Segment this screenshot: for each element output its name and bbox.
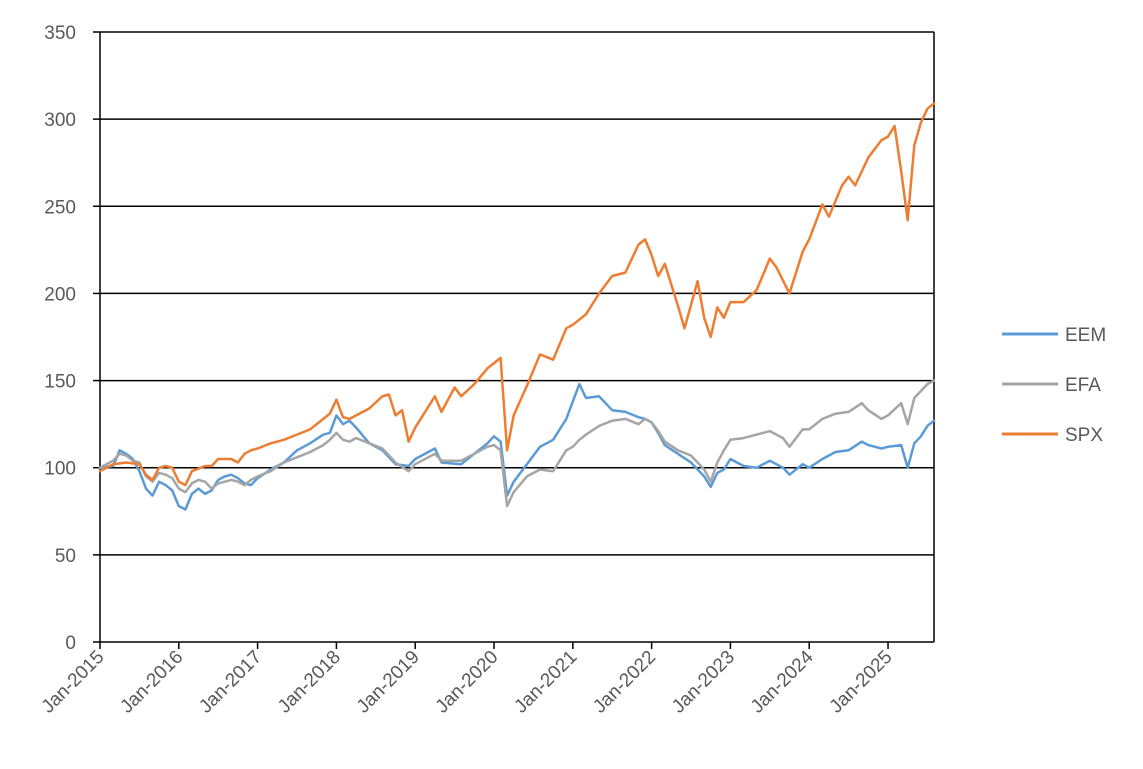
x-tick-label: Jan-2023 <box>668 647 739 718</box>
y-tick-label: 200 <box>44 284 76 305</box>
y-tick-label: 350 <box>44 23 76 44</box>
y-tick-label: 250 <box>44 197 76 218</box>
series-lines <box>98 102 936 511</box>
legend-label-efa: EFA <box>1065 375 1101 396</box>
series-line-spx <box>98 102 936 487</box>
x-tick-label: Jan-2024 <box>747 646 818 717</box>
y-tick-label: 300 <box>44 110 76 131</box>
x-tick-label: Jan-2022 <box>589 647 660 718</box>
y-tick-label: 150 <box>44 372 76 393</box>
gridlines <box>100 31 934 556</box>
x-axis: Jan-2015 Jan-2016 Jan-2017 Jan-2018 Jan-2019… <box>38 642 897 718</box>
x-tick-label: Jan-2018 <box>274 647 345 718</box>
series-line-efa <box>98 379 936 508</box>
y-tick-label: 50 <box>55 546 76 567</box>
x-tick-label: Jan-2015 <box>38 647 109 718</box>
x-tick-label: Jan-2019 <box>353 647 424 718</box>
legend-label-eem: EEM <box>1065 325 1106 346</box>
x-tick-label: Jan-2017 <box>195 647 266 718</box>
plot-frame <box>99 32 935 643</box>
x-tick-label: Jan-2020 <box>432 647 503 718</box>
y-axis: 0 50 100 150 200 250 300 350 <box>44 23 100 654</box>
x-tick-label: Jan-2016 <box>116 647 187 718</box>
series-line-eem <box>98 382 936 511</box>
x-tick-label: Jan-2025 <box>826 647 897 718</box>
legend: EEM EFA SPX <box>1002 325 1106 446</box>
legend-label-spx: SPX <box>1065 425 1103 446</box>
y-tick-label: 0 <box>65 633 76 654</box>
x-tick-label: Jan-2021 <box>510 647 581 718</box>
y-tick-label: 100 <box>44 459 76 480</box>
